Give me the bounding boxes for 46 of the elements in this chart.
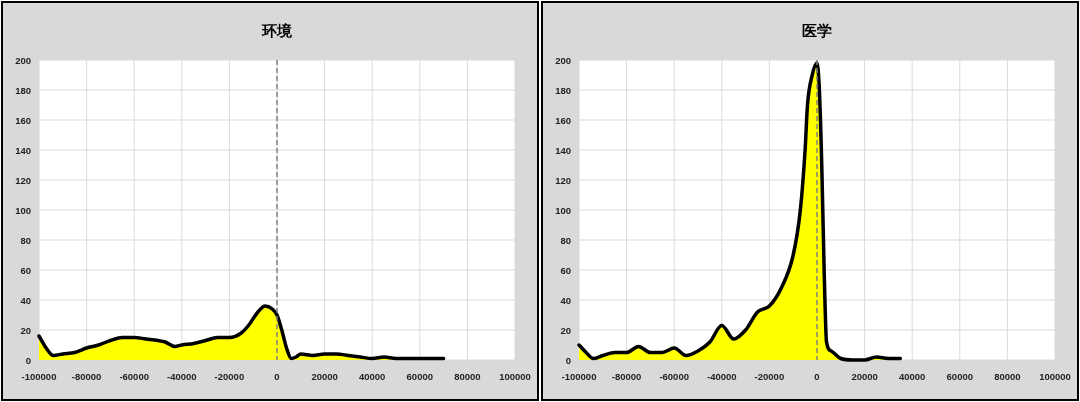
x-tick-label: -100000	[21, 371, 57, 382]
x-tick-label: 60000	[406, 371, 434, 382]
x-tick-label: 20000	[851, 371, 878, 382]
y-tick-label: 140	[15, 144, 31, 156]
y-tick-label: 0	[25, 354, 31, 366]
y-tick-label: 40	[560, 294, 571, 306]
x-tick-label: -40000	[167, 371, 197, 382]
y-tick-label: 180	[15, 84, 31, 96]
y-tick-label: 40	[20, 294, 31, 306]
chart-title: 医学	[802, 22, 832, 39]
x-tick-label: -100000	[561, 371, 597, 382]
y-tick-label: 200	[555, 54, 571, 66]
x-tick-label: -20000	[754, 371, 785, 382]
y-tick-label: 80	[560, 234, 571, 246]
x-tick-label: -20000	[214, 371, 245, 382]
x-tick-label: 40000	[898, 371, 926, 382]
x-tick-label: 20000	[311, 371, 338, 382]
y-tick-label: 160	[15, 114, 31, 126]
y-tick-label: 100	[555, 204, 571, 216]
x-tick-label: -80000	[611, 371, 642, 382]
y-tick-label: 60	[20, 264, 31, 276]
y-tick-label: 0	[565, 354, 571, 366]
y-tick-label: 160	[555, 114, 571, 126]
x-tick-label: -80000	[71, 371, 102, 382]
x-tick-label: -60000	[119, 371, 149, 382]
y-tick-label: 100	[15, 204, 31, 216]
x-tick-label: 100000	[1039, 371, 1071, 382]
x-tick-label: 40000	[358, 371, 386, 382]
chart-title: 环境	[261, 22, 293, 39]
x-tick-label: 100000	[499, 371, 531, 382]
y-tick-label: 140	[555, 144, 571, 156]
x-tick-label: 0	[274, 371, 280, 382]
x-tick-label: -60000	[659, 371, 689, 382]
y-tick-label: 80	[20, 234, 31, 246]
y-tick-label: 20	[560, 324, 571, 336]
x-tick-label: 60000	[946, 371, 974, 382]
y-tick-label: 120	[555, 174, 571, 186]
y-tick-label: 20	[20, 324, 31, 336]
x-tick-label: -40000	[707, 371, 737, 382]
y-tick-label: 200	[15, 54, 31, 66]
y-tick-label: 60	[560, 264, 571, 276]
x-tick-label: 80000	[994, 371, 1021, 382]
y-tick-label: 180	[555, 84, 571, 96]
y-tick-label: 120	[15, 174, 31, 186]
x-tick-label: 80000	[454, 371, 481, 382]
x-tick-label: 0	[814, 371, 820, 382]
